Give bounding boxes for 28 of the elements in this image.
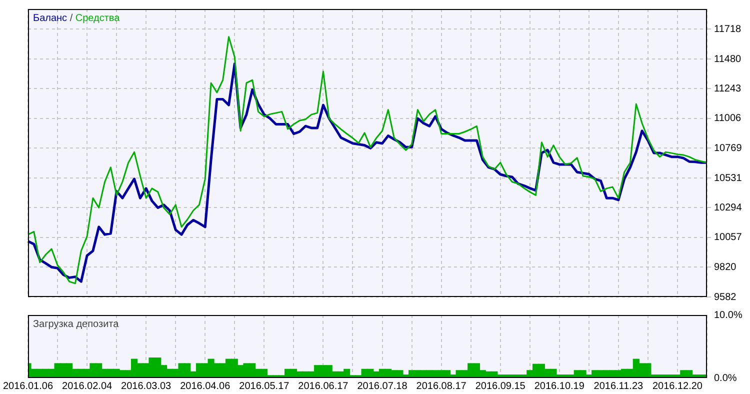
y-tick-label: 9582 (714, 292, 737, 303)
y-tick-label: 11480 (714, 54, 742, 65)
x-tick-label: 2016.01.06 (2, 380, 54, 392)
y-tick-label: 10294 (714, 202, 742, 214)
y-tick-label: 11006 (714, 113, 742, 124)
x-tick-label: 2016.05.17 (239, 380, 290, 392)
x-tick-label: 2016.03.03 (121, 380, 172, 392)
x-tick-label: 2016.08.17 (416, 380, 467, 392)
y-tick-label: 10.0% (714, 310, 742, 321)
y-tick-label: 0.0% (714, 372, 737, 384)
y-tick-label: 9820 (714, 262, 737, 273)
x-tick-label: 2016.11.23 (594, 380, 644, 392)
x-tick-label: 2016.10.19 (534, 380, 585, 392)
x-tick-label: 2016.09.15 (475, 380, 526, 392)
y-tick-label: 10769 (714, 142, 742, 154)
y-tick-label: 10057 (714, 232, 742, 244)
y-tick-label: 11243 (714, 83, 742, 94)
annotation: / (67, 12, 76, 24)
x-tick-label: 2016.12.20 (652, 380, 703, 392)
x-tick-label: 2016.06.17 (298, 380, 349, 392)
text: Средства (75, 12, 120, 24)
x-tick-label: 2016.02.04 (62, 380, 112, 392)
chart-title: Загрузка депозита (33, 318, 120, 330)
text: Баланс (33, 12, 68, 24)
y-tick-label: 11718 (714, 24, 742, 35)
x-tick-label: 2016.04.06 (180, 380, 231, 392)
y-tick-label: 10531 (714, 172, 742, 184)
x-tick-label: 2016.07.18 (357, 380, 408, 392)
